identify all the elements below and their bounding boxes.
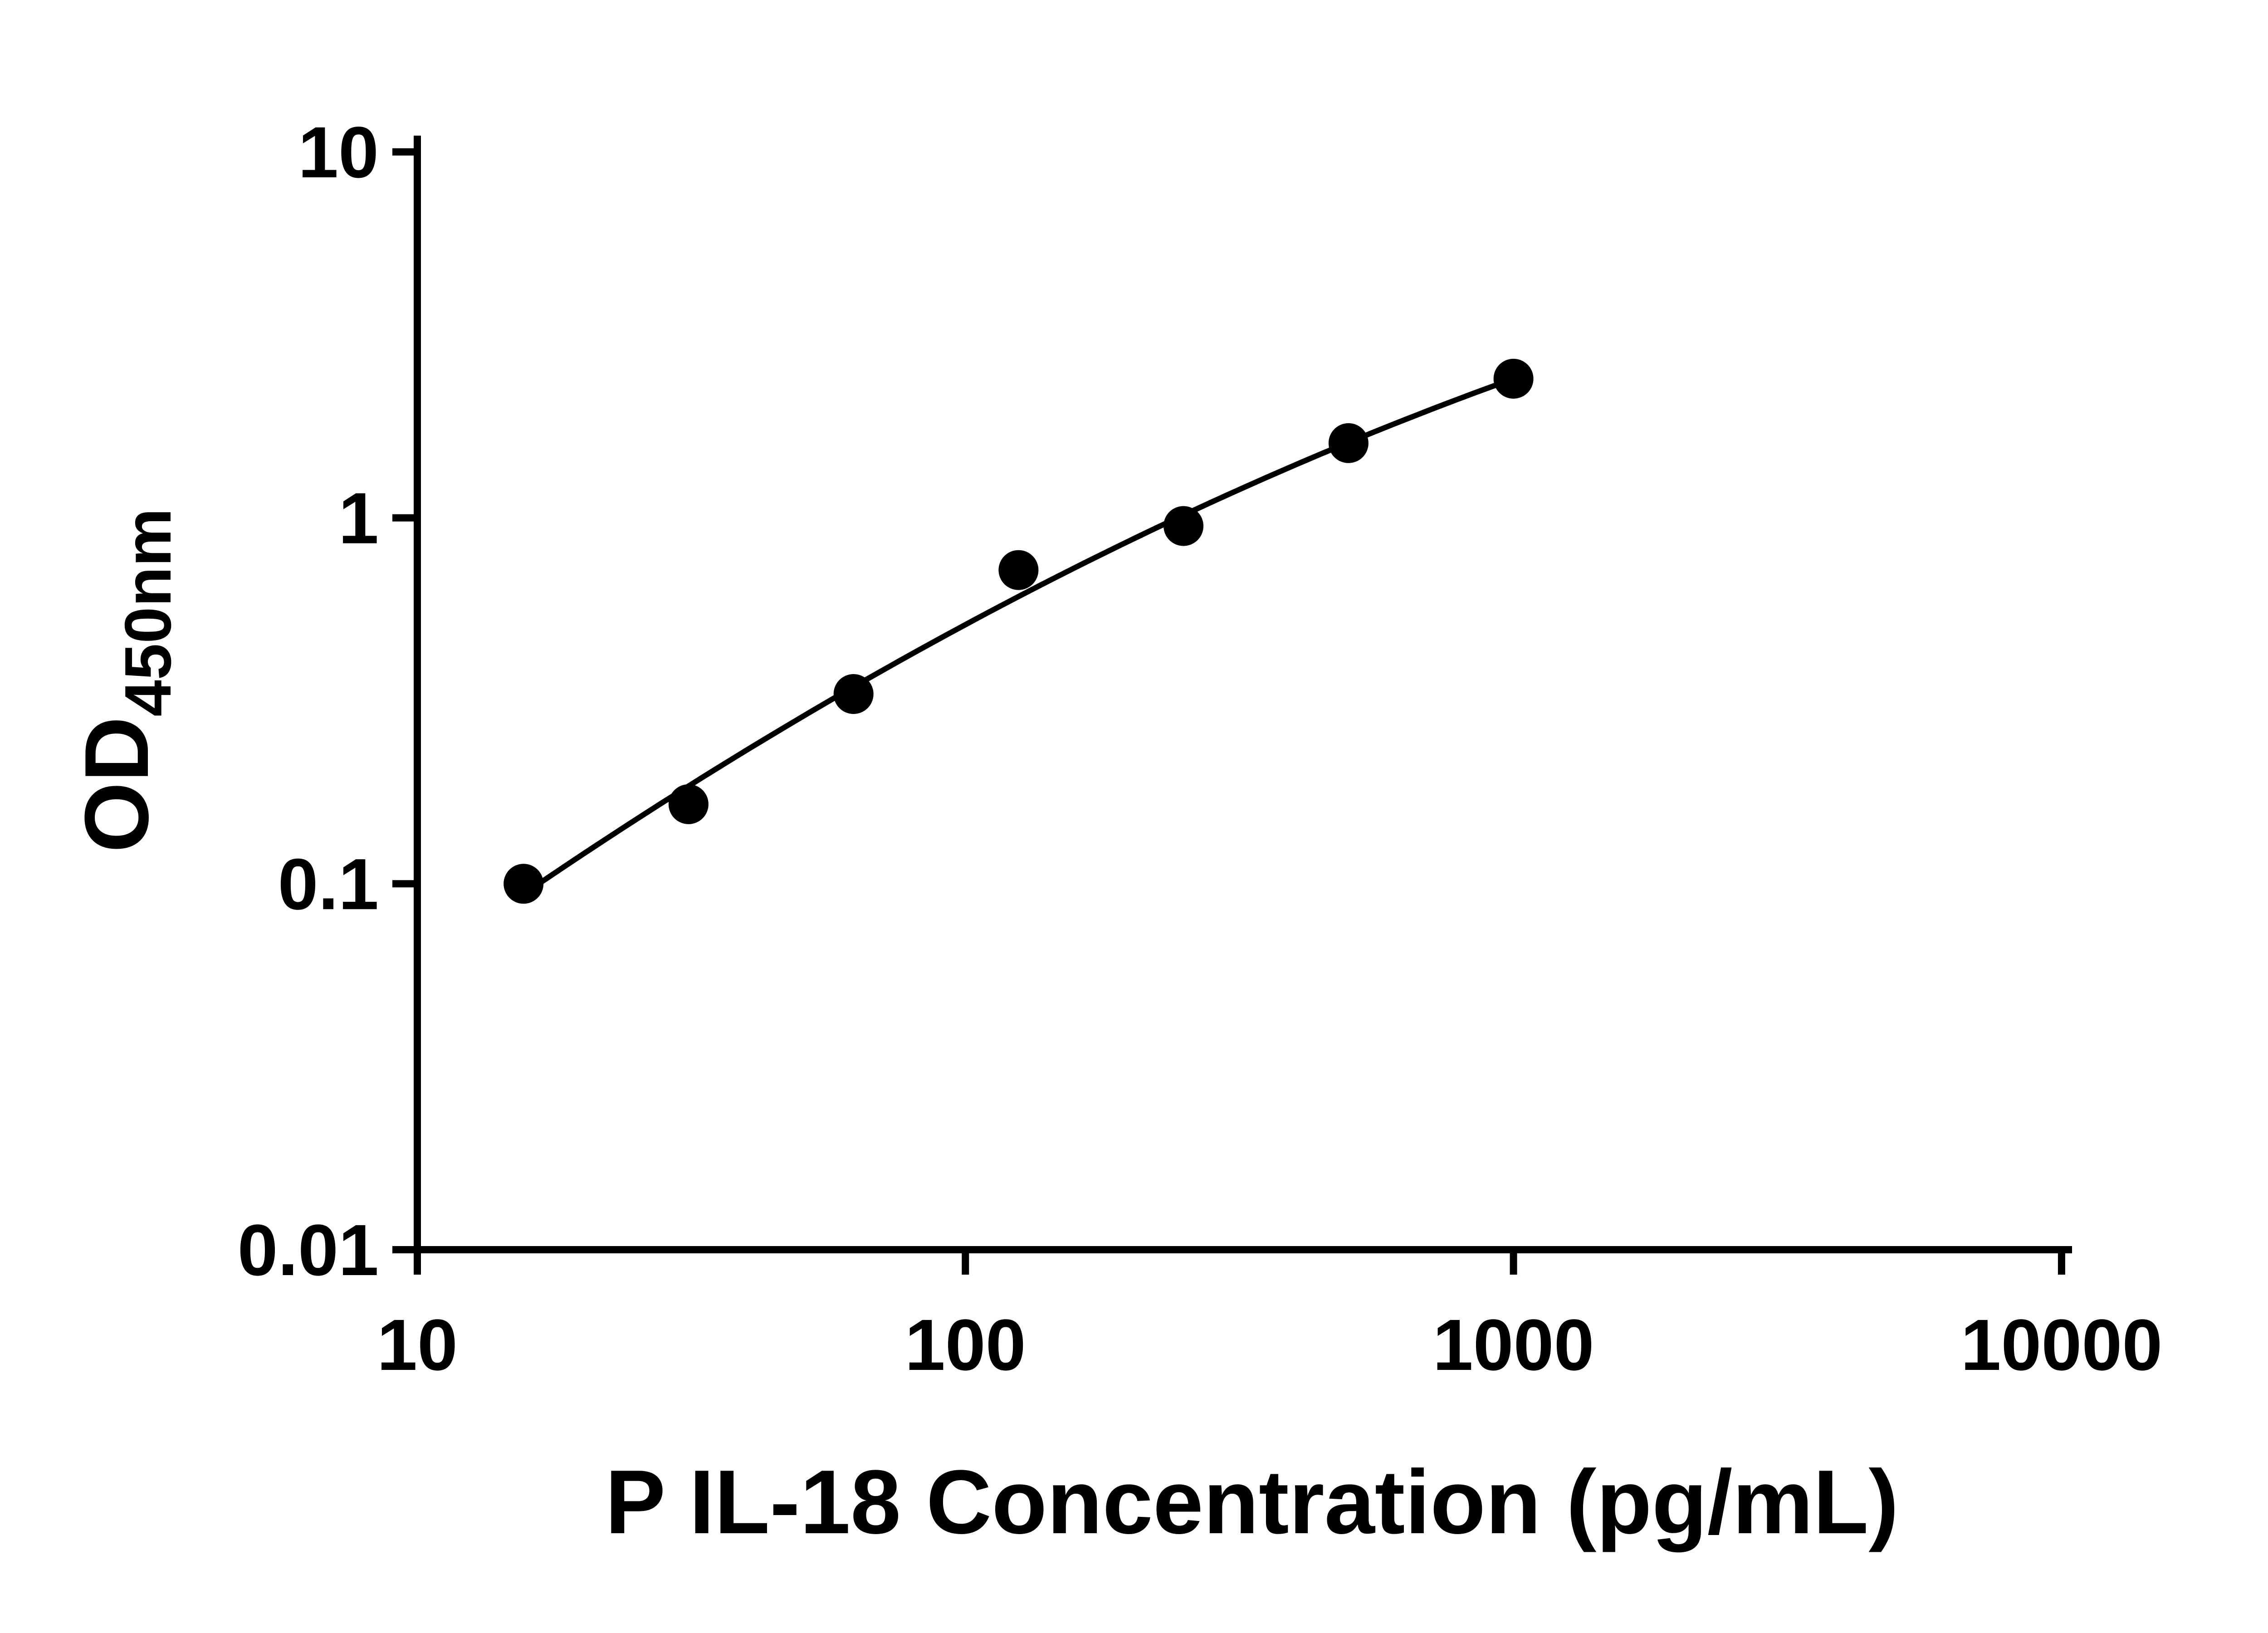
data-point bbox=[668, 784, 709, 824]
y-axis-title-sub: 450nm bbox=[111, 508, 185, 716]
fit-curve bbox=[522, 376, 1515, 897]
y-tick-label: 1 bbox=[338, 478, 379, 559]
data-point bbox=[998, 550, 1039, 590]
x-axis-title: P IL-18 Concentration (pg/mL) bbox=[605, 1452, 1899, 1553]
x-tick-label: 10 bbox=[377, 1304, 458, 1385]
y-axis-title: OD450nm bbox=[66, 508, 185, 852]
axes: 10 100 1000 10000 0.01 0.1 1 10 bbox=[238, 112, 2163, 1385]
data-point bbox=[1163, 506, 1204, 546]
data-point bbox=[833, 674, 874, 714]
data-point bbox=[1328, 423, 1369, 463]
series-layer bbox=[503, 358, 1534, 904]
axis-spines bbox=[414, 136, 2072, 1253]
x-tick-label: 1000 bbox=[1433, 1304, 1594, 1385]
y-tick-label: 0.01 bbox=[238, 1209, 379, 1291]
data-point bbox=[1493, 358, 1534, 399]
y-axis-title-main: OD bbox=[66, 717, 167, 853]
x-tick-label: 100 bbox=[905, 1304, 1026, 1385]
x-tick-label: 10000 bbox=[1960, 1304, 2162, 1385]
y-tick-label: 10 bbox=[298, 112, 379, 193]
y-tick-label: 0.1 bbox=[278, 843, 379, 924]
data-point bbox=[503, 864, 544, 904]
